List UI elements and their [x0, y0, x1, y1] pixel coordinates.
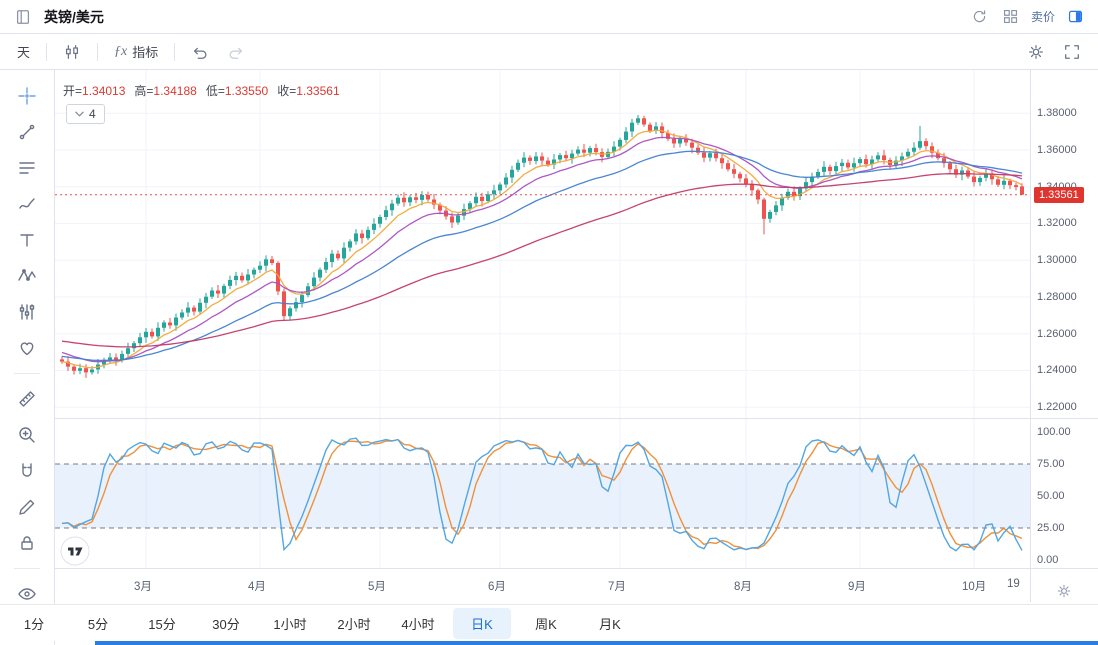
interval-tab-2小时[interactable]: 2小时 [325, 608, 383, 639]
bottom-accent-bar [95, 641, 1098, 645]
price-tick-label: 1.24000 [1037, 364, 1077, 377]
drawing-tools-sidebar [0, 70, 55, 645]
tools-divider [14, 373, 40, 374]
oscillator-canvas[interactable] [55, 418, 1030, 568]
magnet-icon[interactable] [12, 457, 42, 485]
price-tick-label: 1.32000 [1037, 217, 1077, 230]
fx-icon: ƒx [114, 43, 128, 59]
x-axis-month-label: 5月 [368, 581, 386, 593]
high-label: 高= [134, 84, 154, 98]
watchlist-panel-icon[interactable] [12, 6, 34, 28]
last-price-badge: 1.33561 [1034, 186, 1084, 203]
interval-tab-周K[interactable]: 周K [517, 608, 575, 639]
tradingview-logo[interactable] [60, 536, 90, 569]
x-axis-month-label: 6月 [488, 581, 506, 593]
fib-retracement-icon[interactable] [12, 154, 42, 182]
grid-layout-icon[interactable] [1000, 6, 1021, 27]
price-tick-label: 1.28000 [1037, 290, 1077, 303]
panel-toggle-icon[interactable] [1065, 6, 1086, 27]
chart-settings-button[interactable] [1018, 39, 1054, 65]
osc-tick-label: 100.00 [1037, 426, 1071, 438]
indicators-button[interactable]: ƒx 指标 [105, 38, 167, 65]
interval-tab-30分[interactable]: 30分 [197, 608, 255, 639]
zoom-in-icon[interactable] [12, 421, 42, 449]
emoji-heart-icon[interactable] [12, 334, 42, 362]
x-axis-partial-label: 19 [1007, 578, 1020, 590]
refresh-icon[interactable] [969, 6, 990, 27]
osc-tick-label: 0.00 [1037, 554, 1059, 566]
pane-divider[interactable] [55, 418, 1098, 419]
lock-all-icon[interactable] [12, 529, 42, 557]
interval-tab-1分[interactable]: 1分 [5, 608, 63, 639]
header-bar: 英镑/美元 卖价 [0, 0, 1098, 34]
price-tick-label: 1.38000 [1037, 107, 1077, 120]
toolbar-divider [97, 42, 99, 61]
low-value: 1.33550 [224, 83, 269, 98]
ma-count: 4 [89, 107, 96, 121]
redo-button[interactable] [218, 39, 254, 65]
symbol-title: 英镑/美元 [44, 8, 104, 25]
osc-tick-label: 25.00 [1037, 522, 1065, 534]
trend-line-icon[interactable] [12, 118, 42, 146]
price-tick-label: 1.22000 [1037, 401, 1077, 414]
text-tool-icon[interactable] [12, 226, 42, 254]
toolbar-divider [174, 42, 176, 61]
chart-type-button[interactable] [54, 39, 90, 65]
close-label: 收= [277, 84, 297, 98]
price-tick-label: 1.26000 [1037, 327, 1077, 340]
chart-toolbar: 天 ƒx 指标 [0, 34, 1098, 70]
x-axis-month-label: 9月 [848, 581, 866, 593]
hide-all-icon[interactable] [12, 580, 42, 608]
interval-tab-日K[interactable]: 日K [453, 607, 511, 639]
ask-price-label[interactable]: 卖价 [1030, 10, 1055, 24]
price-tick-label: 1.30000 [1037, 254, 1077, 267]
x-axis-month-label: 4月 [248, 581, 266, 593]
measure-ruler-icon[interactable] [12, 385, 42, 413]
interval-tab-1小时[interactable]: 1小时 [261, 608, 319, 639]
prediction-tool-icon[interactable] [12, 298, 42, 326]
x-axis-month-label: 8月 [734, 581, 752, 593]
time-axis[interactable]: 3月 4月 5月 6月 7月 8月 9月 10月 19 [55, 569, 1030, 602]
ma-settings-dropdown[interactable]: 4 [66, 104, 105, 124]
brush-icon[interactable] [12, 190, 42, 218]
draw-pencil-icon[interactable] [12, 493, 42, 521]
undo-button[interactable] [182, 39, 218, 65]
interval-tab-15分[interactable]: 15分 [133, 608, 191, 639]
x-axis-month-label: 7月 [608, 581, 626, 593]
close-value: 1.33561 [296, 83, 340, 98]
indicators-label: 指标 [132, 45, 159, 60]
high-value: 1.34188 [153, 83, 197, 98]
interval-bar: 1分 5分 15分 30分 1小时 2小时 4小时 日K 周K 月K [0, 604, 1098, 641]
osc-tick-label: 75.00 [1037, 458, 1065, 470]
low-label: 低= [205, 84, 225, 98]
fullscreen-button[interactable] [1054, 39, 1090, 65]
price-axis[interactable]: 1.33561 1.380001.360001.340001.320001.30… [1030, 70, 1098, 602]
tools-divider [14, 568, 40, 569]
cross-cursor-icon[interactable] [12, 82, 42, 110]
interval-tab-4小时[interactable]: 4小时 [389, 608, 447, 639]
xabcd-pattern-icon[interactable] [12, 262, 42, 290]
interval-tab-5分[interactable]: 5分 [69, 608, 127, 639]
timezone-settings-icon[interactable] [1056, 583, 1072, 602]
x-axis-month-label: 3月 [134, 581, 152, 593]
interval-button[interactable]: 天 [8, 38, 39, 65]
main-chart-canvas[interactable] [55, 70, 1030, 418]
toolbar-divider [46, 42, 48, 61]
ohlc-legend: 开= 1.34013 高= 1.34188 低= 1.33550 收= 1.33561 [63, 82, 349, 99]
chevron-down-icon [75, 111, 84, 117]
price-tick-label: 1.36000 [1037, 143, 1077, 156]
axis-divider [55, 568, 1098, 569]
osc-tick-label: 50.00 [1037, 490, 1065, 502]
open-label: 开= [63, 84, 83, 98]
interval-tab-月K[interactable]: 月K [581, 608, 639, 639]
x-axis-month-label: 10月 [962, 581, 987, 593]
open-value: 1.34013 [82, 83, 126, 98]
